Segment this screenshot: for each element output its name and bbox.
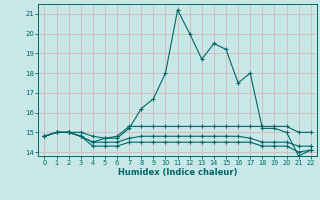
X-axis label: Humidex (Indice chaleur): Humidex (Indice chaleur) [118, 168, 237, 177]
